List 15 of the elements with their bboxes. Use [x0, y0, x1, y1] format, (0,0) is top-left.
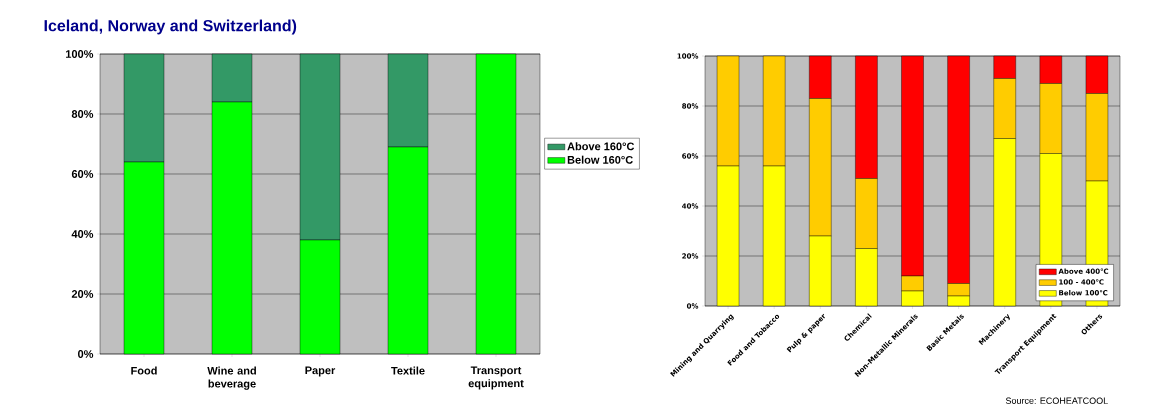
- y-tick-label: 80%: [71, 110, 94, 118]
- y-tick-label: 100%: [66, 50, 94, 58]
- x-tick-label: Textile: [391, 366, 425, 375]
- chart-title: Iceland, Norway and Switzerland): [44, 19, 297, 35]
- x-tick-label: Wine and beverage: [207, 366, 256, 390]
- source-note: Source: ECOHEATCOOL: [1005, 397, 1108, 404]
- y-tick-label: 0%: [78, 350, 94, 358]
- legend-label: Above 160°C: [567, 142, 635, 151]
- y-tick-label: 20%: [71, 290, 94, 298]
- x-tick-label: Paper: [305, 366, 336, 377]
- y-tick-label: 40%: [71, 230, 94, 238]
- x-tick-label: Transport equipment: [468, 366, 524, 390]
- legend-label: Below 160°C: [567, 155, 633, 164]
- x-tick-label: Food: [131, 366, 157, 375]
- y-tick-label: 60%: [71, 170, 94, 178]
